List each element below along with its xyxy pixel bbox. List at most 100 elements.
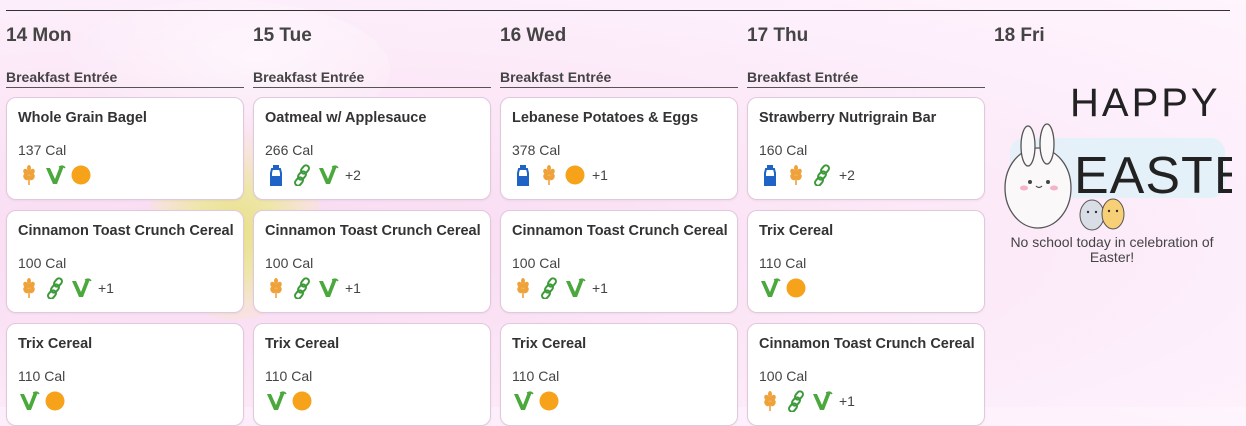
menu-item-card[interactable]: Trix Cereal 110 Cal: [500, 323, 738, 426]
vegetarian-icon: [265, 390, 287, 412]
vegetarian-icon: [811, 390, 833, 412]
section-title: Breakfast Entrée: [747, 69, 985, 88]
menu-item-icons: +1: [759, 389, 855, 413]
menu-item-name: Trix Cereal: [759, 223, 834, 239]
more-icons-count: +1: [592, 280, 608, 296]
section-title: Breakfast Entrée: [253, 69, 491, 88]
vegetarian-icon: [759, 277, 781, 299]
menu-item-calories: 110 Cal: [18, 368, 66, 384]
fruit-icon: [538, 390, 560, 412]
chain-icon: [811, 164, 833, 186]
menu-item-icons: +1: [512, 276, 608, 300]
vegetarian-icon: [512, 390, 534, 412]
menu-item-calories: 110 Cal: [759, 255, 807, 271]
milk-icon: [512, 164, 534, 186]
menu-item-icons: +2: [759, 163, 855, 187]
section-title: Breakfast Entrée: [6, 69, 244, 88]
milk-icon: [265, 164, 287, 186]
day-header: 18 Fri: [994, 25, 1045, 46]
menu-item-card[interactable]: Cinnamon Toast Crunch Cereal 100 Cal +1: [500, 210, 738, 313]
menu-item-name: Cinnamon Toast Crunch Cereal: [512, 223, 728, 239]
menu-item-icons: [18, 163, 96, 187]
menu-item-calories: 100 Cal: [759, 368, 808, 384]
menu-item-card[interactable]: Cinnamon Toast Crunch Cereal 100 Cal +1: [253, 210, 491, 313]
no-school-note: No school today in celebration of Easter…: [1010, 234, 1214, 265]
grain-icon: [512, 277, 534, 299]
menu-item-icons: +2: [265, 163, 361, 187]
menu-item-icons: [18, 389, 70, 413]
day-header: 17 Thu: [747, 25, 809, 46]
menu-item-icons: +1: [265, 276, 361, 300]
vegetarian-icon: [564, 277, 586, 299]
grain-icon: [18, 277, 40, 299]
more-icons-count: +1: [345, 280, 361, 296]
grain-icon: [538, 164, 560, 186]
grain-icon: [785, 164, 807, 186]
menu-item-calories: 160 Cal: [759, 142, 808, 158]
menu-item-name: Cinnamon Toast Crunch Cereal: [759, 336, 975, 352]
menu-item-calories: 378 Cal: [512, 142, 561, 158]
menu-item-calories: 100 Cal: [265, 255, 314, 271]
more-icons-count: +1: [98, 280, 114, 296]
menu-item-card[interactable]: Strawberry Nutrigrain Bar 160 Cal +2: [747, 97, 985, 200]
menu-item-card[interactable]: Cinnamon Toast Crunch Cereal 100 Cal +1: [747, 323, 985, 426]
menu-item-card[interactable]: Trix Cereal 110 Cal: [747, 210, 985, 313]
fruit-icon: [70, 164, 92, 186]
day-header: 16 Wed: [500, 25, 567, 46]
happy-text: HAPPY: [1070, 81, 1221, 125]
menu-item-icons: [759, 276, 811, 300]
more-icons-count: +2: [345, 167, 361, 183]
fruit-icon: [564, 164, 586, 186]
vegetarian-icon: [317, 164, 339, 186]
more-icons-count: +2: [839, 167, 855, 183]
grain-icon: [18, 164, 40, 186]
menu-item-icons: +1: [18, 276, 114, 300]
more-icons-count: +1: [592, 167, 608, 183]
grain-icon: [265, 277, 287, 299]
menu-item-name: Strawberry Nutrigrain Bar: [759, 110, 937, 126]
grain-icon: [759, 390, 781, 412]
menu-item-name: Trix Cereal: [18, 336, 93, 352]
vegetarian-icon: [70, 277, 92, 299]
fruit-icon: [291, 390, 313, 412]
menu-item-icons: [265, 389, 317, 413]
menu-item-name: Oatmeal w/ Applesauce: [265, 110, 427, 126]
fruit-icon: [44, 390, 66, 412]
vegetarian-icon: [44, 164, 66, 186]
menu-item-icons: [512, 389, 564, 413]
menu-item-card[interactable]: Cinnamon Toast Crunch Cereal 100 Cal +1: [6, 210, 244, 313]
menu-item-name: Lebanese Potatoes & Eggs: [512, 110, 699, 126]
menu-item-calories: 137 Cal: [18, 142, 67, 158]
vegetarian-icon: [317, 277, 339, 299]
menu-item-name: Whole Grain Bagel: [18, 110, 147, 126]
menu-item-calories: 266 Cal: [265, 142, 314, 158]
day-header: 15 Tue: [253, 25, 312, 46]
menu-item-card[interactable]: Trix Cereal 110 Cal: [6, 323, 244, 426]
menu-item-name: Trix Cereal: [512, 336, 587, 352]
menu-item-icons: +1: [512, 163, 608, 187]
menu-item-calories: 110 Cal: [265, 368, 313, 384]
menu-item-card[interactable]: Lebanese Potatoes & Eggs 378 Cal +1: [500, 97, 738, 200]
menu-item-name: Trix Cereal: [265, 336, 340, 352]
chain-icon: [291, 277, 313, 299]
menu-item-card[interactable]: Whole Grain Bagel 137 Cal: [6, 97, 244, 200]
milk-icon: [759, 164, 781, 186]
fruit-icon: [785, 277, 807, 299]
happy-easter-image: HAPPY EASTER!: [1004, 81, 1232, 231]
menu-item-calories: 110 Cal: [512, 368, 560, 384]
chain-icon: [785, 390, 807, 412]
day-header: 14 Mon: [6, 25, 72, 46]
more-icons-count: +1: [839, 393, 855, 409]
menu-item-name: Cinnamon Toast Crunch Cereal: [18, 223, 234, 239]
menu-item-calories: 100 Cal: [18, 255, 67, 271]
menu-item-card[interactable]: Oatmeal w/ Applesauce 266 Cal +2: [253, 97, 491, 200]
top-divider: [6, 10, 1230, 11]
chain-icon: [291, 164, 313, 186]
section-title: Breakfast Entrée: [500, 69, 738, 88]
menu-item-card[interactable]: Trix Cereal 110 Cal: [253, 323, 491, 426]
menu-item-name: Cinnamon Toast Crunch Cereal: [265, 223, 481, 239]
vegetarian-icon: [18, 390, 40, 412]
easter-text: EASTER!: [1074, 147, 1232, 205]
chain-icon: [538, 277, 560, 299]
menu-item-calories: 100 Cal: [512, 255, 561, 271]
